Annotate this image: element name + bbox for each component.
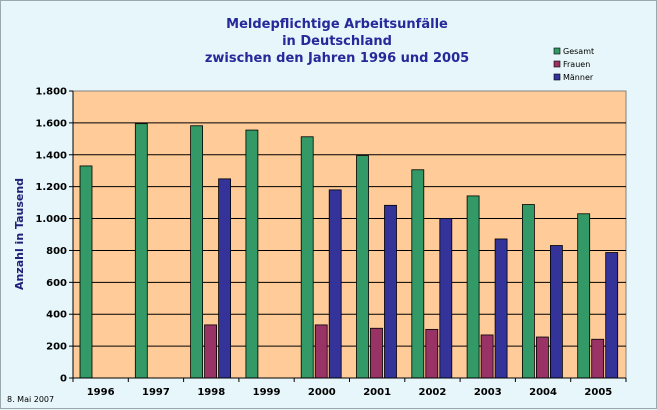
gridlines xyxy=(73,122,626,347)
bar-frauen-2005 xyxy=(591,338,605,379)
x-tick-label-2001: 2001 xyxy=(363,387,391,398)
x-axis: 1996 1997 1998 1999 2000 2001 2002 2003 2004 2005 xyxy=(72,377,627,398)
y-tick-label: 600 xyxy=(46,278,67,289)
x-tick-label-1996: 1996 xyxy=(87,387,115,398)
bar-frauen-2001 xyxy=(370,327,383,379)
x-tick-label-2003: 2003 xyxy=(474,387,502,398)
bar-gesamt-1997 xyxy=(134,123,148,379)
legend: Gesamt Frauen Männer xyxy=(553,47,594,82)
footnote-date: 8. Mai 2007 xyxy=(7,395,54,404)
y-tick-label: 1.600 xyxy=(35,118,67,129)
legend-swatch xyxy=(553,47,561,55)
legend-label: Männer xyxy=(563,73,594,82)
y-tick-label: 1.800 xyxy=(35,87,67,98)
bar-m-nner-2005 xyxy=(605,252,619,379)
bar-m-nner-2003 xyxy=(494,238,508,379)
y-tick-label: 1.000 xyxy=(35,214,67,225)
bar-frauen-2003 xyxy=(480,334,494,379)
bar-m-nner-2000 xyxy=(328,189,342,379)
chart-title-line-3: zwischen den Jahren 1996 und 2005 xyxy=(205,51,469,66)
y-axis: 0 200 400 600 800 1.000 1.200 1.400 1.600 1.800 xyxy=(35,87,74,385)
chart-title-line-1: Meldepflichtige Arbeitsunfälle xyxy=(226,17,448,32)
x-tick-label-2000: 2000 xyxy=(308,387,336,398)
y-tick-label: 0 xyxy=(60,374,67,385)
bar-gesamt-2004 xyxy=(522,204,535,379)
chart-title-line-2: in Deutschland xyxy=(282,34,392,49)
y-axis-label: Anzahl in Tausend xyxy=(13,178,26,290)
y-tick-label: 1.200 xyxy=(35,182,67,193)
bar-m-nner-1998 xyxy=(218,178,232,379)
y-tick-label: 800 xyxy=(46,246,67,257)
legend-label: Frauen xyxy=(563,60,590,69)
x-tick-label-1999: 1999 xyxy=(253,387,281,398)
bar-gesamt-2003 xyxy=(466,195,480,379)
bar-gesamt-1999 xyxy=(245,129,259,379)
bar-m-nner-2001 xyxy=(384,204,397,379)
bar-frauen-2004 xyxy=(536,336,549,379)
plot-area xyxy=(72,90,627,379)
legend-label: Gesamt xyxy=(563,47,594,56)
bar-m-nner-2004 xyxy=(550,245,563,379)
x-tick-label-2002: 2002 xyxy=(419,387,447,398)
bar-gesamt-2001 xyxy=(356,155,369,379)
legend-swatch xyxy=(553,60,561,68)
bar-gesamt-2005 xyxy=(577,213,591,379)
bar-gesamt-1998 xyxy=(190,125,204,379)
bar-m-nner-2002 xyxy=(439,217,453,379)
y-tick-label: 200 xyxy=(46,342,67,353)
legend-swatch xyxy=(553,73,561,81)
bar-gesamt-1996 xyxy=(79,165,93,379)
x-tick-label-1998: 1998 xyxy=(197,387,225,398)
x-tick-label-2005: 2005 xyxy=(584,387,612,398)
y-tick-label: 1.400 xyxy=(35,150,67,161)
bar-frauen-2000 xyxy=(314,324,328,379)
bar-gesamt-2002 xyxy=(411,169,425,379)
bar-frauen-1998 xyxy=(204,324,218,379)
x-tick-label-1997: 1997 xyxy=(142,387,170,398)
x-tick-label-2004: 2004 xyxy=(529,387,557,398)
bar-frauen-2002 xyxy=(425,328,439,379)
y-tick-label: 400 xyxy=(46,310,67,321)
bar-gesamt-2000 xyxy=(300,136,314,379)
